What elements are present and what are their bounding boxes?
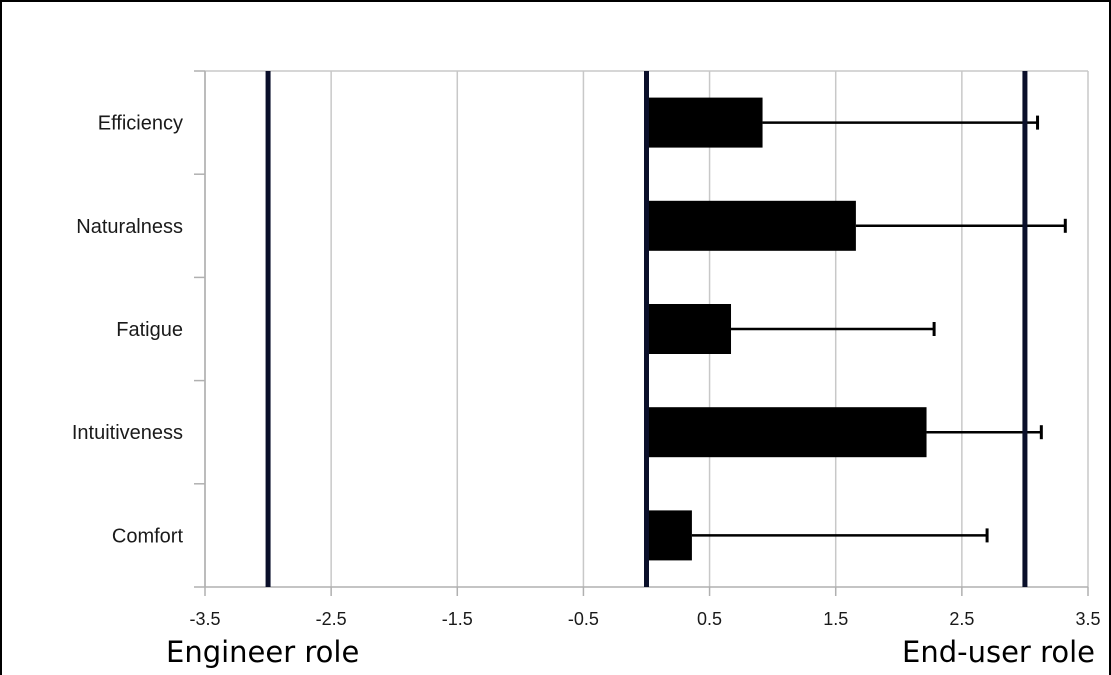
category-label-intuitiveness: Intuitiveness xyxy=(72,422,183,444)
category-label-naturalness: Naturalness xyxy=(76,216,183,238)
bar-efficiency xyxy=(646,97,763,148)
category-label-comfort: Comfort xyxy=(112,525,184,547)
x-tick-label-0: -3.5 xyxy=(189,609,220,629)
category-label-fatigue: Fatigue xyxy=(116,319,183,341)
bar-fatigue xyxy=(646,304,732,354)
end-user-role-label: End-user role xyxy=(902,635,1095,669)
engineer-role-label: Engineer role xyxy=(166,635,360,669)
category-label-efficiency: Efficiency xyxy=(98,113,183,135)
x-tick-label-6: 2.5 xyxy=(949,609,974,629)
bar-naturalness xyxy=(646,200,856,251)
x-tick-label-1: -2.5 xyxy=(316,609,347,629)
x-tick-label-5: 1.5 xyxy=(823,609,848,629)
x-tick-label-4: 0.5 xyxy=(697,609,722,629)
x-tick-label-2: -1.5 xyxy=(442,609,473,629)
x-tick-label-7: 3.5 xyxy=(1075,609,1100,629)
bar-intuitiveness xyxy=(646,407,927,458)
x-tick-label-3: -0.5 xyxy=(568,609,599,629)
bar-comfort xyxy=(646,510,692,561)
